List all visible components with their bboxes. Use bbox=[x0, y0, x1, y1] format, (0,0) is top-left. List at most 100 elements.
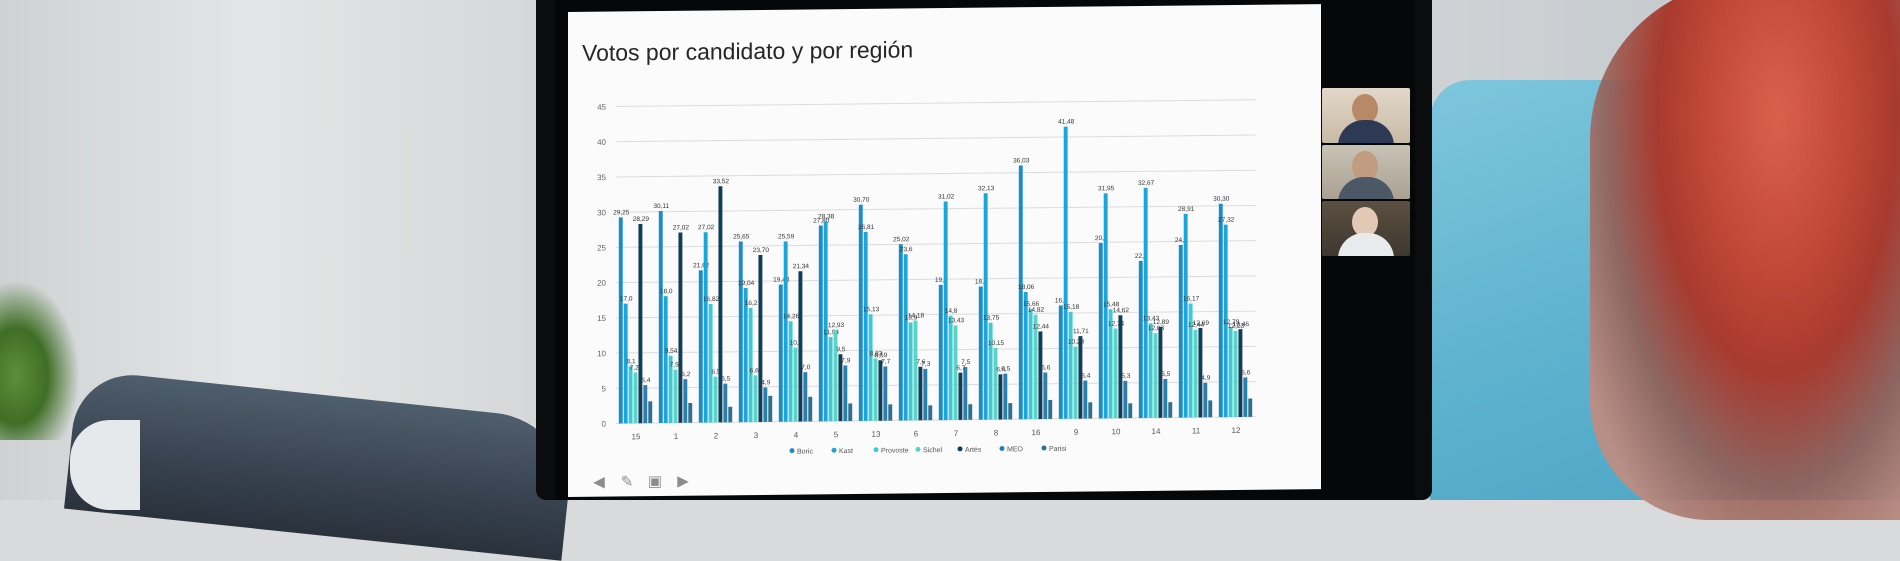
data-label: 6,2 bbox=[681, 371, 690, 378]
x-tick-label: 13 bbox=[872, 430, 881, 439]
bar bbox=[988, 322, 993, 420]
data-label: 32,67 bbox=[1138, 180, 1155, 187]
data-label: 25,65 bbox=[733, 233, 750, 240]
legend-entry: Provoste bbox=[881, 447, 909, 454]
participant-tile[interactable] bbox=[1322, 144, 1410, 200]
pen-icon[interactable]: ✎ bbox=[620, 473, 634, 491]
bar bbox=[1208, 400, 1213, 418]
bar bbox=[823, 221, 828, 422]
data-label: 15,13 bbox=[863, 306, 880, 313]
x-tick-label: 2 bbox=[714, 431, 719, 440]
bar bbox=[758, 255, 763, 423]
bar bbox=[1183, 213, 1188, 418]
legend-entry: Sichel bbox=[923, 447, 943, 454]
data-label: 19,04 bbox=[738, 280, 755, 287]
bar bbox=[1203, 382, 1208, 418]
bar bbox=[1228, 326, 1233, 418]
bar bbox=[1063, 126, 1068, 419]
data-label: 7,7 bbox=[881, 358, 890, 365]
data-label: 5,5 bbox=[721, 376, 730, 383]
data-label: 26,81 bbox=[858, 224, 875, 231]
gridline bbox=[616, 204, 1256, 213]
bar bbox=[1073, 346, 1078, 419]
bar bbox=[728, 406, 733, 423]
bar bbox=[678, 232, 683, 423]
bar bbox=[1248, 398, 1253, 417]
bar bbox=[908, 322, 913, 421]
x-tick-label: 3 bbox=[754, 431, 759, 440]
x-tick-label: 14 bbox=[1152, 427, 1161, 436]
bar bbox=[713, 376, 718, 423]
data-label: 14,62 bbox=[1113, 307, 1130, 314]
data-label: 30,11 bbox=[653, 203, 669, 210]
data-label: 14,26 bbox=[783, 313, 800, 320]
bar bbox=[843, 365, 848, 422]
data-label: 14,8 bbox=[945, 308, 958, 315]
forward-arrow-icon[interactable]: ▶ bbox=[677, 472, 689, 490]
x-tick-label: 15 bbox=[632, 432, 641, 441]
bar bbox=[668, 355, 673, 423]
slide-toolbar: ◀ ✎ ▣ ▶ bbox=[590, 473, 692, 492]
data-label: 21,34 bbox=[793, 263, 810, 270]
slides-icon[interactable]: ▣ bbox=[647, 473, 663, 491]
bar bbox=[873, 358, 878, 421]
data-label: 4,9 bbox=[761, 379, 770, 386]
bar bbox=[1113, 328, 1118, 419]
bar bbox=[878, 360, 883, 421]
sneaker-sole bbox=[70, 420, 140, 510]
bar bbox=[663, 296, 668, 423]
data-label: 9,54 bbox=[665, 348, 678, 355]
bar bbox=[1233, 330, 1238, 418]
data-label: 13,43 bbox=[1143, 315, 1160, 322]
data-label: 5,4 bbox=[1081, 372, 1090, 379]
bar bbox=[978, 286, 983, 420]
data-label: 10,5 bbox=[790, 340, 803, 347]
back-arrow-icon[interactable]: ◀ bbox=[593, 473, 605, 491]
bar bbox=[848, 403, 853, 422]
legend-marker bbox=[915, 446, 921, 452]
data-label: 8,1 bbox=[627, 358, 636, 365]
bar-chart: 0510152025303540451529,2517,08,17,2128,2… bbox=[597, 99, 1256, 456]
bar bbox=[1163, 378, 1168, 418]
data-label: 7,9 bbox=[841, 357, 850, 364]
data-label: 7,3 bbox=[921, 361, 930, 368]
participant-tile[interactable] bbox=[1322, 201, 1410, 257]
data-label: 25,02 bbox=[893, 236, 910, 243]
bar bbox=[1018, 165, 1023, 420]
data-label: 13,43 bbox=[948, 317, 965, 324]
legend-entry: Kast bbox=[839, 448, 853, 455]
participant-tile[interactable] bbox=[1322, 88, 1410, 143]
bar bbox=[768, 395, 773, 422]
data-label: 28,91 bbox=[1178, 206, 1195, 213]
x-tick-label: 5 bbox=[834, 430, 839, 439]
bar bbox=[963, 366, 968, 420]
data-label: 10,23 bbox=[1068, 339, 1085, 346]
data-label: 6,4 bbox=[996, 366, 1005, 373]
bar bbox=[898, 244, 903, 421]
data-label: 7,56 bbox=[670, 362, 683, 369]
bar bbox=[1028, 308, 1033, 420]
data-label: 8,59 bbox=[875, 352, 888, 359]
legend-marker bbox=[999, 445, 1005, 451]
x-tick-label: 9 bbox=[1074, 428, 1079, 437]
participant-face bbox=[1352, 207, 1378, 238]
bar bbox=[1238, 329, 1243, 417]
bar bbox=[998, 374, 1003, 420]
bar bbox=[1048, 399, 1053, 419]
data-label: 18,9 bbox=[975, 278, 988, 285]
data-label: 11,94 bbox=[823, 329, 839, 336]
bar bbox=[763, 387, 768, 422]
x-tick-label: 10 bbox=[1112, 427, 1121, 436]
bar bbox=[1188, 303, 1193, 418]
gridline bbox=[616, 99, 1256, 107]
bar bbox=[793, 347, 798, 422]
bar bbox=[1143, 187, 1148, 418]
data-label: 28,38 bbox=[818, 213, 835, 220]
bar bbox=[903, 254, 908, 421]
data-label: 5,3 bbox=[1121, 373, 1130, 380]
data-label: 16,2 bbox=[745, 300, 758, 307]
presentation-slide: Votos por candidato y por región 0 5 10 15 2… bbox=[568, 4, 1321, 497]
data-label: 19,2 bbox=[935, 277, 948, 284]
data-label: 16,1 bbox=[1055, 297, 1068, 304]
bar bbox=[1193, 329, 1198, 418]
